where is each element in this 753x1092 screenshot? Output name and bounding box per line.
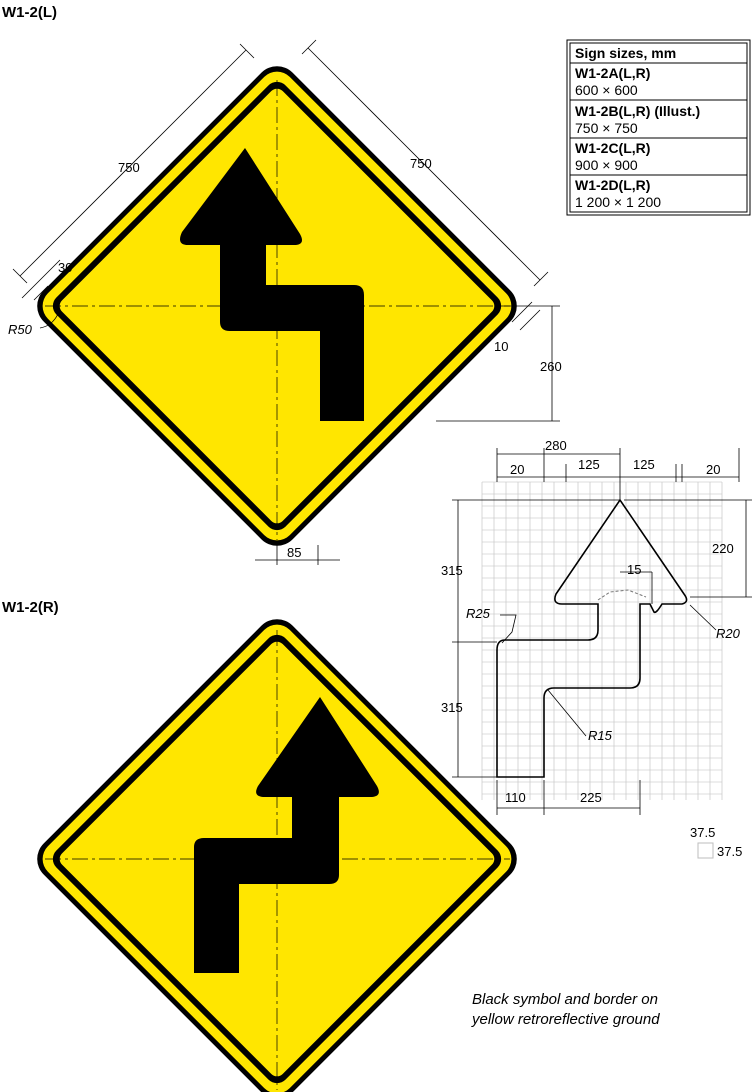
dim-w125-left: 125 bbox=[578, 457, 600, 472]
table-row-code: W1-2D(L,R) bbox=[575, 177, 650, 193]
dim-r20: R20 bbox=[716, 626, 741, 641]
dim-base110: 110 bbox=[505, 790, 526, 805]
dim-head-height: 220 bbox=[712, 541, 734, 556]
grid-key-width: 37.5 bbox=[690, 825, 715, 840]
grid-key-height: 37.5 bbox=[717, 844, 742, 859]
dim-r25: R25 bbox=[466, 606, 491, 621]
note-line-1: Black symbol and border on bbox=[472, 991, 658, 1008]
table-row-code: W1-2B(L,R) (Illust.) bbox=[575, 103, 700, 119]
dim-r15: R15 bbox=[588, 728, 613, 743]
dim-side-right: 750 bbox=[410, 156, 432, 171]
dim-w125-right: 125 bbox=[633, 457, 655, 472]
table-row-code: W1-2C(L,R) bbox=[575, 140, 650, 156]
sign-right bbox=[37, 619, 517, 1092]
detail-arrow-outline bbox=[496, 498, 688, 778]
table-row-size: 900 × 900 bbox=[575, 157, 638, 173]
dim-arrow-offset: 260 bbox=[540, 359, 562, 374]
dim-base225: 225 bbox=[580, 790, 602, 805]
sign-left-dimensions: 750 750 30 R50 10 260 85 bbox=[8, 39, 562, 565]
dim-w20-right: 20 bbox=[706, 462, 720, 477]
sign-left-arrow-symbol bbox=[180, 148, 364, 421]
dim-w20-left: 20 bbox=[510, 462, 524, 477]
dim-inset: 10 bbox=[494, 339, 508, 354]
detail-grid bbox=[481, 481, 723, 800]
table-row-size: 600 × 600 bbox=[575, 82, 638, 98]
note-line-2: yellow retroreflective ground bbox=[471, 1011, 660, 1028]
dim-side-left: 750 bbox=[118, 160, 140, 175]
dim-overall-width: 280 bbox=[545, 438, 567, 453]
dim-lower-height: 315 bbox=[441, 700, 463, 715]
table-row-code: W1-2A(L,R) bbox=[575, 65, 650, 81]
table-row-size: 1 200 × 1 200 bbox=[575, 194, 661, 210]
grid-key-cell bbox=[697, 842, 714, 859]
sign-right-arrow-symbol bbox=[194, 697, 379, 973]
table-row-size: 750 × 750 bbox=[575, 120, 638, 136]
arrow-detail: 280 20 125 125 20 220 15 R20 315 315 R25… bbox=[441, 438, 752, 859]
sign-sizes-table: Sign sizes, mm W1-2A(L,R) 600 × 600 W1-2… bbox=[566, 39, 751, 216]
table-frame bbox=[566, 39, 751, 216]
dim-stem-width: 85 bbox=[287, 545, 301, 560]
title-right-sign: W1-2(R) bbox=[2, 599, 59, 616]
dim-upper-height: 315 bbox=[441, 563, 463, 578]
table-header: Sign sizes, mm bbox=[575, 45, 676, 61]
dim-gap15: 15 bbox=[627, 562, 641, 577]
dim-border: 30 bbox=[58, 260, 72, 275]
dim-corner-radius: R50 bbox=[8, 322, 33, 337]
title-left-sign: W1-2(L) bbox=[2, 4, 57, 21]
sign-left bbox=[37, 66, 517, 546]
